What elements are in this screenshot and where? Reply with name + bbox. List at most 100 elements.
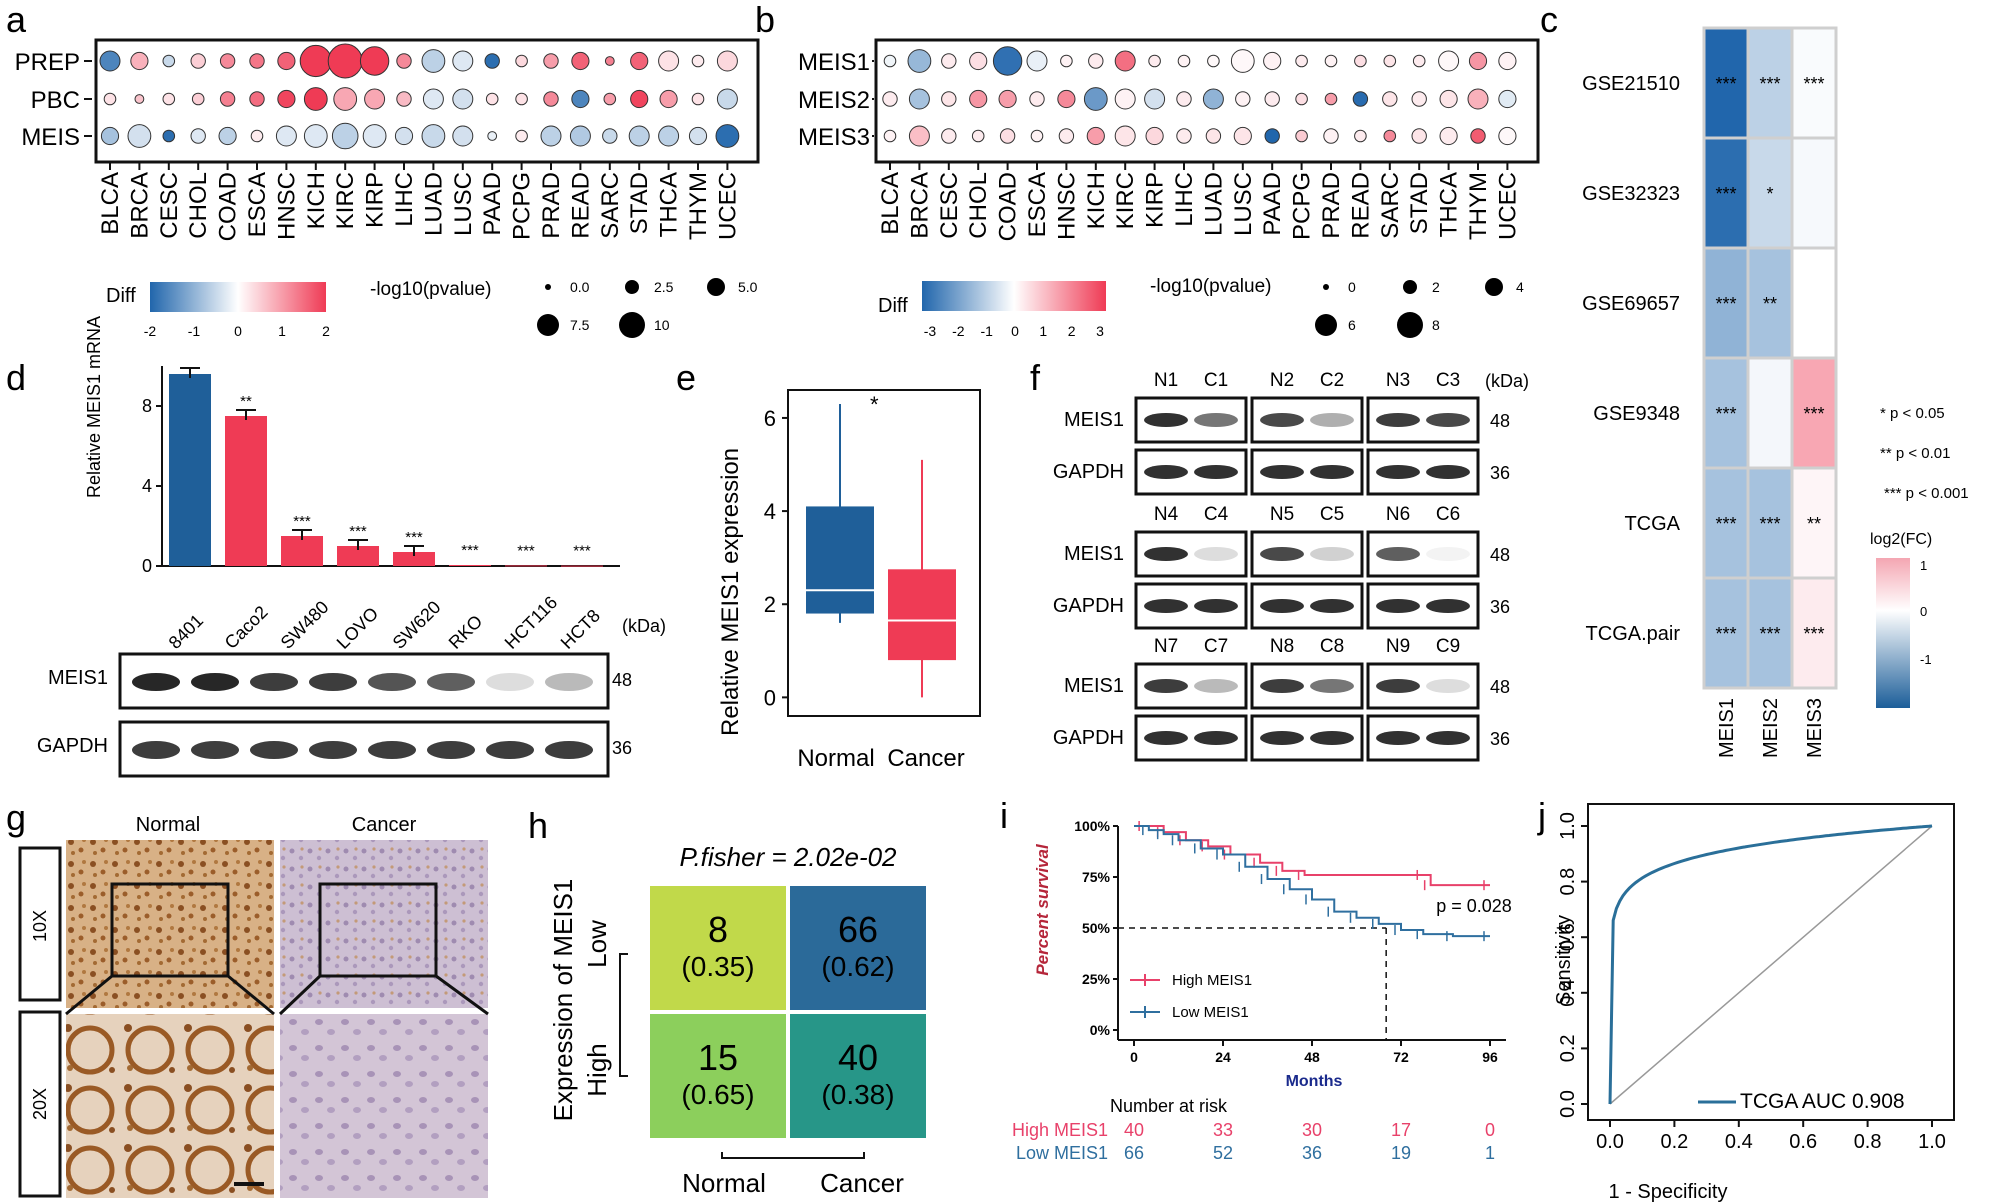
bubble-point (1383, 129, 1397, 143)
zoom-box-normal (110, 882, 230, 978)
bubble-point (941, 128, 957, 144)
lane-label: C1 (1204, 370, 1228, 391)
a-row-label: MEIS (21, 124, 80, 151)
panel-e-sig: * (870, 392, 879, 417)
bubble-point (603, 92, 617, 106)
bar (449, 565, 491, 566)
cancer-tick-label: COAD (995, 172, 1022, 241)
cancer-tick-label: PCPG (1289, 172, 1316, 240)
bubble-point (941, 53, 957, 69)
cancer-tick-label: KIRP (362, 172, 389, 228)
y-tick-label: 4 (142, 476, 152, 496)
bubble-point (1207, 54, 1220, 68)
bubble-point (908, 125, 930, 147)
blot-label: GAPDH (1053, 595, 1124, 617)
colorbar-tick-label: -3 (924, 323, 937, 339)
y-tick-label: 1.0 (1557, 812, 1579, 840)
blot-kda: 36 (1490, 597, 1510, 617)
colorbar-tick-label: -1 (1920, 652, 1932, 667)
lane-label: C6 (1436, 504, 1460, 525)
cancer-tick-label: LIHC (1171, 172, 1198, 227)
size-legend-dot (1323, 284, 1329, 290)
significance-legend: * p < 0.05 (1880, 405, 1945, 422)
heatmap-star: *** (1803, 624, 1824, 644)
lane-label: N9 (1386, 636, 1410, 657)
blot-band (1260, 413, 1304, 427)
zoom-line (227, 974, 275, 1016)
panel-letter-i: i (1000, 795, 1008, 836)
y-tick-label: 2 (764, 592, 776, 617)
blot-band (1260, 465, 1304, 479)
bubble-point (1498, 89, 1517, 109)
plot-frame (787, 389, 981, 717)
lane-label: C3 (1436, 370, 1460, 391)
bubble-point (883, 129, 897, 143)
bubble-point (691, 54, 705, 68)
bubble-point (1088, 53, 1104, 69)
b-row-label: MEIS2 (798, 87, 870, 114)
heatmap-col-label: MEIS2 (1760, 698, 1782, 758)
bar (337, 546, 379, 566)
bubble-point (1264, 128, 1280, 144)
panel-e-boxplot: 0 2 4 6 Normal Cancer Relative MEIS1 expressi… (717, 389, 981, 772)
panel-b-frame (874, 38, 1540, 164)
bubble-point (715, 124, 740, 148)
bubble-point (331, 122, 359, 150)
heatmap-col-label: MEIS1 (1716, 698, 1738, 758)
bubble-point (219, 53, 236, 69)
y-tick-label: 50% (1082, 920, 1111, 936)
bubble-point (275, 125, 297, 147)
size-legend-dot (1485, 278, 1503, 296)
bubble-point (1324, 92, 1338, 106)
bubble-point (1114, 88, 1136, 110)
contingency-cell (650, 886, 786, 1010)
panel-h-row-high: High (582, 1043, 612, 1096)
cell-count: 8 (708, 909, 728, 950)
cell-line-label: SW620 (389, 597, 445, 653)
bubble-point (1029, 91, 1045, 107)
cancer-tick-label: HNSC (273, 172, 300, 240)
bubble-point (422, 88, 444, 110)
legend-label: Low MEIS1 (1172, 1004, 1249, 1021)
bubble-point (999, 128, 1016, 144)
y-tick-label: 6 (764, 406, 776, 431)
y-tick-label: 0.4 (1557, 979, 1579, 1007)
cancer-tick-label: STAD (1406, 172, 1433, 234)
bubble-point (883, 54, 897, 68)
panel-j-legend: TCGA AUC 0.908 (1740, 1090, 1905, 1113)
blot-band (1426, 413, 1470, 427)
heatmap-cell (1702, 356, 1750, 470)
bubble-point (1295, 129, 1308, 143)
bubble-point (452, 50, 474, 72)
heatmap-star: *** (1715, 404, 1736, 424)
cell-proportion: (0.35) (681, 951, 754, 982)
bubble-point (1230, 49, 1255, 73)
bar-significance: *** (573, 543, 591, 560)
panel-h-bracket (721, 1152, 865, 1159)
bubble-point (1324, 54, 1338, 68)
heatmap-row-label: TCGA (1624, 513, 1680, 535)
panel-c-scale-title: log2(FC) (1870, 531, 1932, 548)
panel-b-bubble-plot: MEIS1 MEIS2 MEIS3 BLCA BRCA CESC CHOL COAD ESCA H… (798, 38, 1540, 339)
ihc-cancer-20x (280, 1014, 488, 1198)
bubble-point (716, 88, 738, 110)
lane-label: C8 (1320, 636, 1344, 657)
bubble-point (130, 51, 149, 71)
bubble-point (421, 49, 446, 73)
cancer-tick-label: LUAD (1200, 172, 1227, 236)
group-label: Normal (797, 745, 874, 772)
panel-g-col-cancer: Cancer (352, 814, 417, 836)
cancer-tick-label: PAAD (1259, 172, 1286, 236)
plot-frame (1587, 803, 1955, 1121)
risk-value: 19 (1391, 1143, 1411, 1163)
cancer-tick-label: SARC (1377, 172, 1404, 239)
lane-label: N5 (1270, 504, 1294, 525)
cancer-tick-label: LIHC (391, 172, 418, 227)
blot-kda: 36 (1490, 463, 1510, 483)
cancer-tick-label: ESCA (244, 172, 271, 237)
panel-i-xlabel: Months (1286, 1073, 1343, 1090)
lane-label: N2 (1270, 370, 1294, 391)
size-legend-dot (625, 280, 639, 294)
cancer-tick-label: KIRC (1112, 172, 1139, 229)
